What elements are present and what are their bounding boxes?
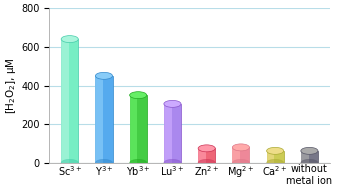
Ellipse shape bbox=[130, 92, 147, 99]
Ellipse shape bbox=[164, 159, 181, 166]
Y-axis label: [H$_2$O$_2$], μM: [H$_2$O$_2$], μM bbox=[4, 57, 18, 114]
Bar bbox=[164, 104, 172, 163]
Bar bbox=[198, 148, 206, 163]
Ellipse shape bbox=[301, 147, 318, 154]
Bar bbox=[232, 147, 240, 163]
Ellipse shape bbox=[232, 144, 249, 151]
Ellipse shape bbox=[130, 159, 147, 166]
Ellipse shape bbox=[95, 72, 113, 79]
Bar bbox=[95, 76, 103, 163]
Bar bbox=[267, 151, 274, 163]
Ellipse shape bbox=[267, 159, 284, 166]
Bar bbox=[267, 151, 284, 163]
Ellipse shape bbox=[232, 159, 249, 166]
Bar bbox=[130, 95, 137, 163]
Ellipse shape bbox=[301, 159, 318, 166]
Ellipse shape bbox=[95, 159, 113, 166]
Bar bbox=[164, 104, 181, 163]
Ellipse shape bbox=[198, 145, 215, 152]
Bar bbox=[61, 39, 78, 163]
Bar bbox=[232, 147, 249, 163]
Bar bbox=[198, 148, 215, 163]
Ellipse shape bbox=[61, 159, 78, 166]
Ellipse shape bbox=[267, 147, 284, 154]
Bar bbox=[130, 95, 147, 163]
Ellipse shape bbox=[198, 159, 215, 166]
Bar bbox=[61, 39, 69, 163]
Bar bbox=[301, 151, 309, 163]
Bar bbox=[301, 151, 318, 163]
Ellipse shape bbox=[61, 36, 78, 43]
Ellipse shape bbox=[164, 100, 181, 107]
Bar bbox=[95, 76, 113, 163]
